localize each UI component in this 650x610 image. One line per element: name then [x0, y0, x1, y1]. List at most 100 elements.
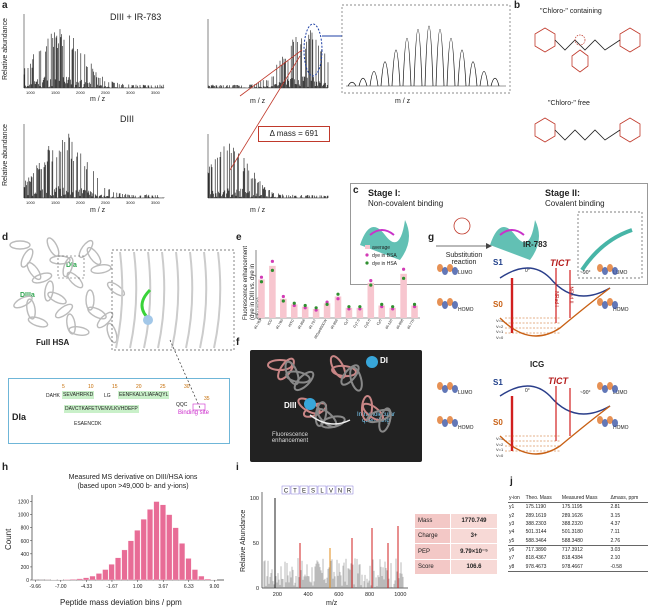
helix	[47, 291, 67, 305]
yion-row: y2 289.1619 289.1626 3.15	[508, 511, 648, 519]
helix	[27, 316, 49, 328]
average-bar	[345, 307, 353, 318]
s0-curve	[499, 405, 611, 455]
polymethine-chain	[554, 39, 621, 51]
binding-loop	[499, 229, 525, 236]
seq-end: QQC	[176, 402, 188, 408]
yion-row: y8 978.4673 978.4667 -0.58	[508, 562, 648, 572]
psm-key: PEP	[414, 543, 451, 560]
hsa-point	[281, 299, 285, 303]
yion-cell: y5	[508, 536, 525, 546]
sequence-residue: N	[338, 489, 342, 495]
panel-label-d: d	[2, 232, 9, 243]
h-xtick-label: -1.67	[106, 584, 118, 590]
legend-bsa-swatch	[365, 253, 369, 257]
average-bar	[312, 308, 320, 318]
hsa-point	[358, 305, 362, 309]
e-category-label: HITC	[287, 318, 295, 328]
chloro-containing-label: "Chloro-" containing	[540, 8, 602, 15]
header-delta-ppm: Δmass, ppm	[609, 494, 648, 503]
orbital-lobe	[452, 385, 458, 393]
histogram-bar	[204, 578, 211, 581]
diii-label: DIII	[284, 401, 297, 410]
seq-segment-1: SEVAHRFKD	[62, 391, 95, 399]
histogram-bar	[108, 564, 115, 581]
orbital-lobe	[442, 301, 448, 309]
panel-a-xlabel-zoom: m / z	[395, 98, 411, 105]
panel-a-xtick: 3000	[126, 200, 136, 205]
measured-mass-cell: 717.3912	[561, 547, 583, 554]
orbital-lobe	[602, 301, 608, 309]
yion-row: y1 175.1190 175.1195 2.81	[508, 503, 648, 512]
highlight-ellipse	[303, 23, 323, 77]
delta-ppm-cell: 4.37	[610, 520, 621, 527]
reactant-ring	[453, 217, 471, 235]
seq-num-10: 10	[88, 384, 94, 390]
bsa-point	[412, 305, 417, 309]
panel-a-xtick: 3500	[151, 90, 161, 95]
bsa-point	[314, 308, 318, 312]
yion-row: y4 501.3144 501.3180 7.11	[508, 528, 648, 536]
panel-a-bottom-title: DIII	[120, 114, 135, 124]
histogram-bar	[172, 527, 179, 581]
h-ytick-label: 1200	[18, 500, 29, 506]
bsa-point	[292, 303, 296, 308]
yion-row: y5 588.3464 588.3480 2.76	[508, 536, 648, 546]
homo-label-3: HOMO	[458, 425, 474, 431]
delta-mass-box: Δ mass = 691	[258, 126, 330, 142]
e-category-label: IR-808	[396, 319, 405, 330]
histogram-bar	[185, 558, 192, 581]
panel-label-c: c	[353, 185, 359, 196]
sequence-cell	[335, 485, 345, 495]
seq-num-20: 20	[136, 384, 142, 390]
legend-average: average	[372, 245, 391, 251]
helix	[20, 248, 34, 268]
s1-label-1: S1	[493, 258, 503, 267]
helix-render	[314, 401, 328, 427]
theo-mass-cell: 175.1190	[525, 504, 547, 511]
seq-num-35: 35	[204, 396, 210, 402]
binding-site-box	[192, 403, 206, 411]
polymethine-chain	[554, 129, 621, 141]
orbital-lobe	[447, 382, 453, 390]
angle90-label-1: ~90°	[580, 270, 591, 276]
orbital-lobe	[607, 416, 613, 424]
di-label: DI	[380, 356, 388, 365]
v2-label: V=2	[496, 323, 504, 329]
s1-label-2: S1	[493, 378, 503, 387]
sequence-domain-label: DIa	[12, 412, 27, 422]
yion-cell: y4	[509, 529, 515, 536]
inset-ribbon	[580, 228, 633, 272]
v0-label: V=0	[496, 334, 504, 340]
histogram-bar	[179, 543, 186, 581]
lumo-label-3: LUMO	[458, 390, 473, 396]
icg-title: ICG	[530, 360, 545, 369]
panel-a-xtick: 3000	[126, 90, 136, 95]
orbital-lobe	[607, 264, 613, 272]
panel-a-xtick: 1500	[51, 90, 61, 95]
dia-box	[57, 255, 85, 279]
yion-table-body: y1 175.1190 175.1195 2.81 y2 289.1619 289.1626…	[508, 503, 648, 572]
sequence-cell	[344, 485, 354, 495]
i-xtick-label: 600	[334, 592, 343, 598]
bsa-point	[391, 307, 395, 311]
helix	[106, 322, 118, 344]
h-ytick-label: 200	[21, 565, 30, 571]
histogram-bar	[115, 557, 122, 581]
hsa-point	[347, 305, 351, 309]
measured-mass-cell: 175.1195	[561, 504, 583, 511]
theo-mass-cell: 588.3464	[524, 536, 561, 546]
hsa-point	[369, 283, 373, 287]
histogram-title-line1: Measured MS derivative on DIII/HSA ions	[68, 474, 198, 481]
orbital-lobe	[602, 385, 608, 393]
measured-mass-cell: 289.1626	[561, 512, 583, 519]
panel-a-xtick: 2000	[76, 90, 86, 95]
h-xtick-label: 6.33	[184, 584, 194, 590]
ir783-title: IR-783	[523, 240, 548, 249]
e-category-label: Cy5	[376, 319, 383, 327]
hsa-point	[314, 306, 318, 310]
orbital-lobe	[452, 419, 458, 427]
dye-diii	[304, 398, 316, 410]
orbital-lobe	[607, 298, 613, 306]
